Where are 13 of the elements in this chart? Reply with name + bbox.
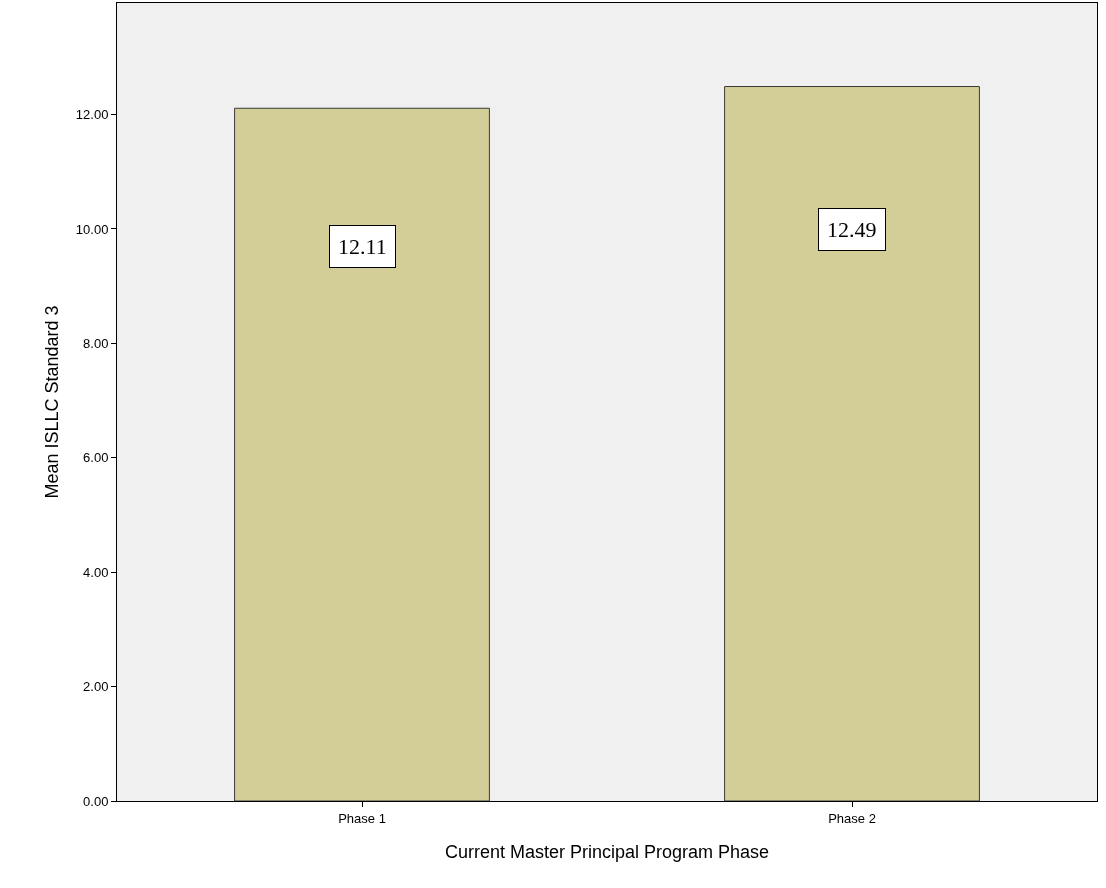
- data-label: 12.11: [338, 234, 387, 259]
- y-tick-label: 12.00: [75, 107, 109, 123]
- x-axis-title: Current Master Principal Program Phase: [444, 841, 770, 862]
- x-tick-label: Phase 2: [828, 810, 876, 826]
- data-label: 12.49: [827, 217, 877, 242]
- x-tick-label: Phase 1: [338, 810, 386, 826]
- y-tick-label: 2.00: [83, 679, 109, 695]
- y-tick-label: 10.00: [75, 221, 109, 237]
- y-tick-label: 4.00: [83, 564, 109, 580]
- y-tick-label: 8.00: [83, 335, 109, 351]
- y-tick-label: 6.00: [83, 450, 109, 466]
- y-tick-label: 0.00: [83, 793, 109, 809]
- y-axis-title: Mean ISLLC Standard 3: [42, 305, 63, 499]
